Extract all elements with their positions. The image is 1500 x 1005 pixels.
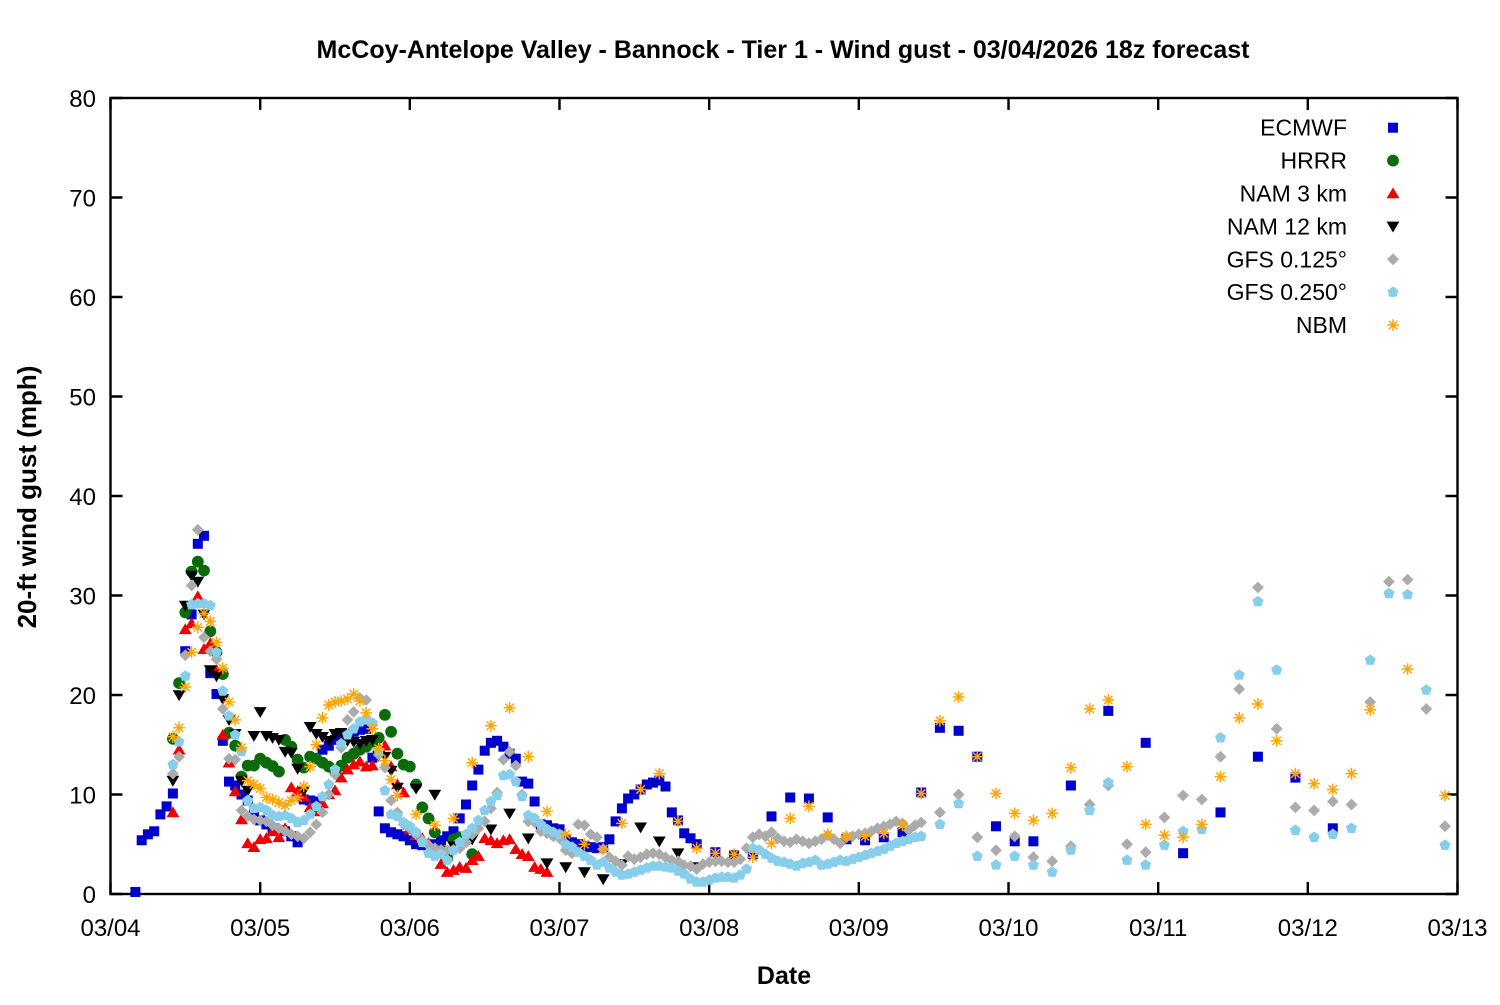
svg-text:80: 80 (69, 86, 96, 113)
svg-text:20: 20 (69, 683, 96, 710)
svg-text:03/06: 03/06 (380, 915, 440, 942)
svg-text:NBM: NBM (1296, 312, 1347, 338)
svg-text:20-ft wind gust (mph): 20-ft wind gust (mph) (12, 366, 42, 629)
svg-text:03/08: 03/08 (679, 915, 739, 942)
svg-text:GFS 0.250°: GFS 0.250° (1227, 279, 1347, 305)
svg-text:NAM 12 km: NAM 12 km (1227, 213, 1347, 239)
svg-text:03/11: 03/11 (1129, 915, 1187, 942)
svg-text:03/12: 03/12 (1278, 915, 1338, 942)
svg-text:60: 60 (69, 285, 96, 312)
svg-text:03/13: 03/13 (1427, 915, 1487, 942)
svg-text:30: 30 (69, 584, 96, 611)
svg-text:03/05: 03/05 (230, 915, 290, 942)
svg-text:McCoy-Antelope Valley - Bannoc: McCoy-Antelope Valley - Bannock - Tier 1… (317, 36, 1251, 64)
svg-text:GFS 0.125°: GFS 0.125° (1227, 246, 1347, 272)
svg-text:Date: Date (757, 962, 811, 990)
svg-text:50: 50 (69, 385, 96, 412)
svg-text:03/10: 03/10 (978, 915, 1038, 942)
svg-text:10: 10 (69, 783, 96, 810)
svg-text:03/09: 03/09 (829, 915, 889, 942)
svg-text:40: 40 (69, 484, 96, 511)
svg-text:ECMWF: ECMWF (1260, 115, 1347, 141)
svg-text:NAM 3 km: NAM 3 km (1240, 181, 1347, 207)
svg-text:70: 70 (69, 186, 96, 213)
svg-text:HRRR: HRRR (1281, 148, 1347, 174)
svg-text:03/07: 03/07 (529, 915, 589, 942)
svg-text:0: 0 (83, 882, 96, 909)
svg-text:03/04: 03/04 (80, 915, 140, 942)
